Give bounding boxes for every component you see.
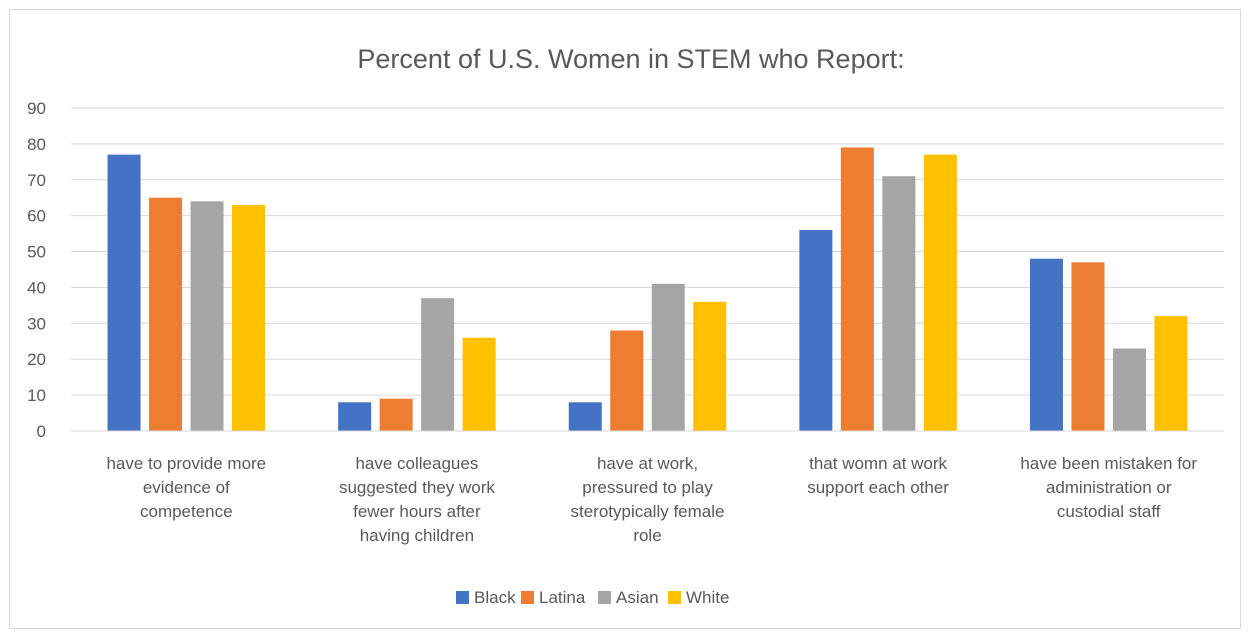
legend-swatch [456, 591, 469, 604]
category-label-line: suggested they work [339, 478, 495, 497]
bar-asian-3 [651, 283, 685, 431]
legend-label: White [686, 588, 729, 607]
category-label-line: have colleagues [355, 454, 478, 473]
category-label-line: support each other [807, 478, 949, 497]
category-label: have colleagues suggested they work fewer … [339, 454, 495, 545]
category-label: have been mistaken for administration or c… [1020, 454, 1197, 521]
y-tick-label: 50 [27, 243, 46, 262]
bar-asian-5 [1112, 348, 1146, 431]
category-label-line: pressured to play [582, 478, 713, 497]
y-tick-label: 0 [37, 422, 46, 441]
bar-asian-1 [190, 201, 224, 431]
category-label-line: custodial staff [1057, 502, 1161, 521]
y-tick-label: 20 [27, 350, 46, 369]
bar-latina-1 [149, 197, 183, 431]
category-label-line: role [633, 526, 661, 545]
bar-latina-3 [610, 330, 644, 431]
bar-latina-2 [379, 398, 413, 431]
bar-black-3 [568, 402, 602, 431]
legend-label: Black [474, 588, 516, 607]
legend: Black Latina Asian White [456, 588, 729, 607]
legend-swatch [668, 591, 681, 604]
bar-white-3 [693, 301, 727, 431]
bars [107, 147, 1188, 431]
legend-item-white: White [668, 588, 729, 607]
bar-black-5 [1029, 258, 1063, 431]
legend-item-black: Black [456, 588, 516, 607]
category-label-line: that womn at work [809, 454, 947, 473]
bar-white-4 [923, 154, 957, 431]
category-label-line: sterotypically female [570, 502, 724, 521]
category-labels: have to provide more evidence of competenc… [106, 454, 1197, 545]
legend-swatch [598, 591, 611, 604]
category-label: have at work, pressured to play sterotypic… [570, 454, 724, 545]
legend-swatch [521, 591, 534, 604]
y-axis-ticks: 0 10 20 30 40 50 60 70 80 90 [27, 99, 46, 441]
y-tick-label: 70 [27, 171, 46, 190]
y-tick-label: 90 [27, 99, 46, 118]
bar-latina-4 [840, 147, 874, 431]
bar-latina-5 [1071, 262, 1105, 431]
legend-label: Asian [616, 588, 659, 607]
bar-white-5 [1154, 316, 1188, 431]
y-tick-label: 80 [27, 135, 46, 154]
bar-white-1 [232, 204, 266, 431]
bar-black-2 [338, 402, 372, 431]
category-label-line: competence [140, 502, 233, 521]
y-tick-label: 40 [27, 278, 46, 297]
category-label-line: have at work, [597, 454, 698, 473]
category-label-line: having children [360, 526, 474, 545]
legend-item-asian: Asian [598, 588, 659, 607]
chart-title: Percent of U.S. Women in STEM who Report… [357, 44, 904, 74]
category-label: that womn at work support each other [807, 454, 949, 497]
category-label-line: fewer hours after [353, 502, 481, 521]
bar-white-2 [462, 337, 496, 431]
y-tick-label: 60 [27, 207, 46, 226]
category-label-line: have been mistaken for [1020, 454, 1197, 473]
bar-black-4 [799, 230, 833, 431]
category-label-line: evidence of [143, 478, 230, 497]
category-label: have to provide more evidence of competenc… [106, 454, 266, 521]
bar-asian-4 [882, 176, 916, 431]
legend-item-latina: Latina [521, 588, 586, 607]
category-label-line: administration or [1046, 478, 1172, 497]
y-tick-label: 30 [27, 314, 46, 333]
bar-black-1 [107, 154, 141, 431]
bar-asian-2 [421, 298, 455, 431]
category-label-line: have to provide more [106, 454, 266, 473]
y-tick-label: 10 [27, 386, 46, 405]
legend-label: Latina [539, 588, 586, 607]
